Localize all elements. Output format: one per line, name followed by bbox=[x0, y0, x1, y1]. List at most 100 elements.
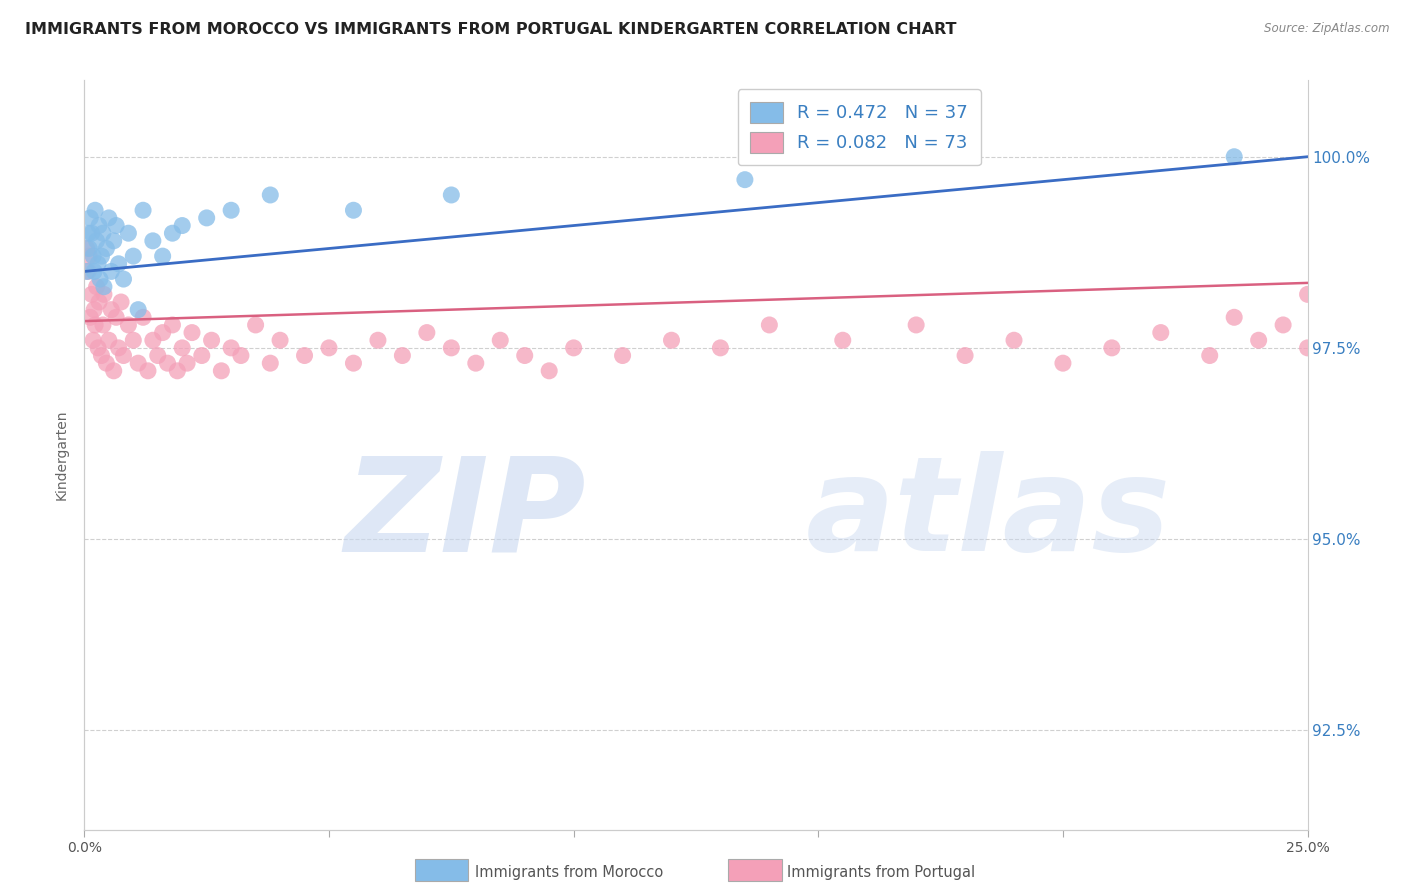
Point bbox=[77, 226, 100, 240]
Point bbox=[91, 318, 114, 332]
Point bbox=[76, 242, 98, 256]
Point bbox=[112, 272, 135, 286]
Point bbox=[219, 341, 242, 355]
Point bbox=[367, 333, 389, 347]
Point bbox=[77, 249, 100, 263]
Point bbox=[464, 356, 486, 370]
Point bbox=[172, 341, 194, 355]
Point bbox=[1198, 349, 1220, 363]
Point bbox=[93, 279, 115, 293]
Point bbox=[132, 310, 155, 325]
Point bbox=[1296, 287, 1319, 301]
Point bbox=[103, 364, 125, 378]
Point bbox=[1247, 333, 1270, 347]
Point bbox=[166, 364, 188, 378]
Point bbox=[734, 172, 756, 186]
Text: ZIP: ZIP bbox=[344, 451, 586, 578]
Point bbox=[80, 226, 103, 240]
Point bbox=[152, 326, 174, 340]
Point bbox=[127, 302, 149, 317]
Point bbox=[112, 349, 135, 363]
Point bbox=[1150, 326, 1173, 340]
Point bbox=[83, 302, 105, 317]
Point bbox=[191, 349, 214, 363]
Point bbox=[87, 257, 110, 271]
Point bbox=[96, 242, 118, 256]
Text: atlas: atlas bbox=[806, 451, 1171, 578]
Point bbox=[107, 257, 129, 271]
Point bbox=[87, 295, 110, 310]
Point bbox=[122, 333, 145, 347]
Point bbox=[195, 211, 218, 225]
Point bbox=[79, 310, 101, 325]
Point bbox=[709, 341, 731, 355]
Point bbox=[318, 341, 340, 355]
Point bbox=[229, 349, 252, 363]
Point bbox=[127, 356, 149, 370]
Point bbox=[440, 341, 463, 355]
Point bbox=[489, 333, 512, 347]
Point bbox=[156, 356, 179, 370]
Point bbox=[259, 356, 281, 370]
Point bbox=[122, 249, 145, 263]
Point bbox=[538, 364, 561, 378]
Point bbox=[90, 249, 112, 263]
Point bbox=[1052, 356, 1074, 370]
Point bbox=[103, 234, 125, 248]
Point bbox=[162, 226, 184, 240]
Point bbox=[342, 356, 364, 370]
Point bbox=[172, 219, 194, 233]
Point bbox=[953, 349, 976, 363]
Point bbox=[1002, 333, 1025, 347]
Point bbox=[416, 326, 439, 340]
Point bbox=[82, 249, 104, 263]
Legend: R = 0.472   N = 37, R = 0.082   N = 73: R = 0.472 N = 37, R = 0.082 N = 73 bbox=[738, 89, 980, 165]
Point bbox=[84, 203, 107, 218]
Point bbox=[342, 203, 364, 218]
Text: Immigrants from Portugal: Immigrants from Portugal bbox=[787, 865, 976, 880]
Point bbox=[132, 203, 155, 218]
Point bbox=[142, 234, 165, 248]
Point bbox=[162, 318, 184, 332]
Point bbox=[562, 341, 585, 355]
Point bbox=[1101, 341, 1123, 355]
Point bbox=[176, 356, 198, 370]
Point bbox=[87, 341, 110, 355]
Point bbox=[905, 318, 928, 332]
Point bbox=[831, 333, 853, 347]
Text: Source: ZipAtlas.com: Source: ZipAtlas.com bbox=[1264, 22, 1389, 36]
Point bbox=[612, 349, 634, 363]
Point bbox=[97, 211, 120, 225]
Point bbox=[136, 364, 159, 378]
Point bbox=[294, 349, 316, 363]
Point bbox=[97, 333, 120, 347]
Point bbox=[513, 349, 536, 363]
Point bbox=[1272, 318, 1295, 332]
Point bbox=[181, 326, 204, 340]
Point bbox=[96, 356, 118, 370]
Point bbox=[84, 318, 107, 332]
Point bbox=[79, 211, 101, 225]
Point bbox=[1296, 341, 1319, 355]
Point bbox=[82, 333, 104, 347]
Point bbox=[100, 264, 122, 278]
Point bbox=[117, 226, 139, 240]
Point bbox=[93, 287, 115, 301]
Y-axis label: Kindergarten: Kindergarten bbox=[55, 409, 69, 500]
Point bbox=[107, 341, 129, 355]
Point bbox=[146, 349, 169, 363]
Point bbox=[86, 279, 108, 293]
Point bbox=[200, 333, 222, 347]
Point bbox=[77, 264, 100, 278]
Point bbox=[100, 302, 122, 317]
Point bbox=[1223, 150, 1246, 164]
Point bbox=[661, 333, 683, 347]
Text: IMMIGRANTS FROM MOROCCO VS IMMIGRANTS FROM PORTUGAL KINDERGARTEN CORRELATION CHA: IMMIGRANTS FROM MOROCCO VS IMMIGRANTS FR… bbox=[25, 22, 957, 37]
Point bbox=[105, 310, 128, 325]
Point bbox=[87, 219, 110, 233]
Point bbox=[142, 333, 165, 347]
Text: Immigrants from Morocco: Immigrants from Morocco bbox=[475, 865, 664, 880]
Point bbox=[80, 287, 103, 301]
Point bbox=[269, 333, 291, 347]
Point bbox=[110, 295, 132, 310]
